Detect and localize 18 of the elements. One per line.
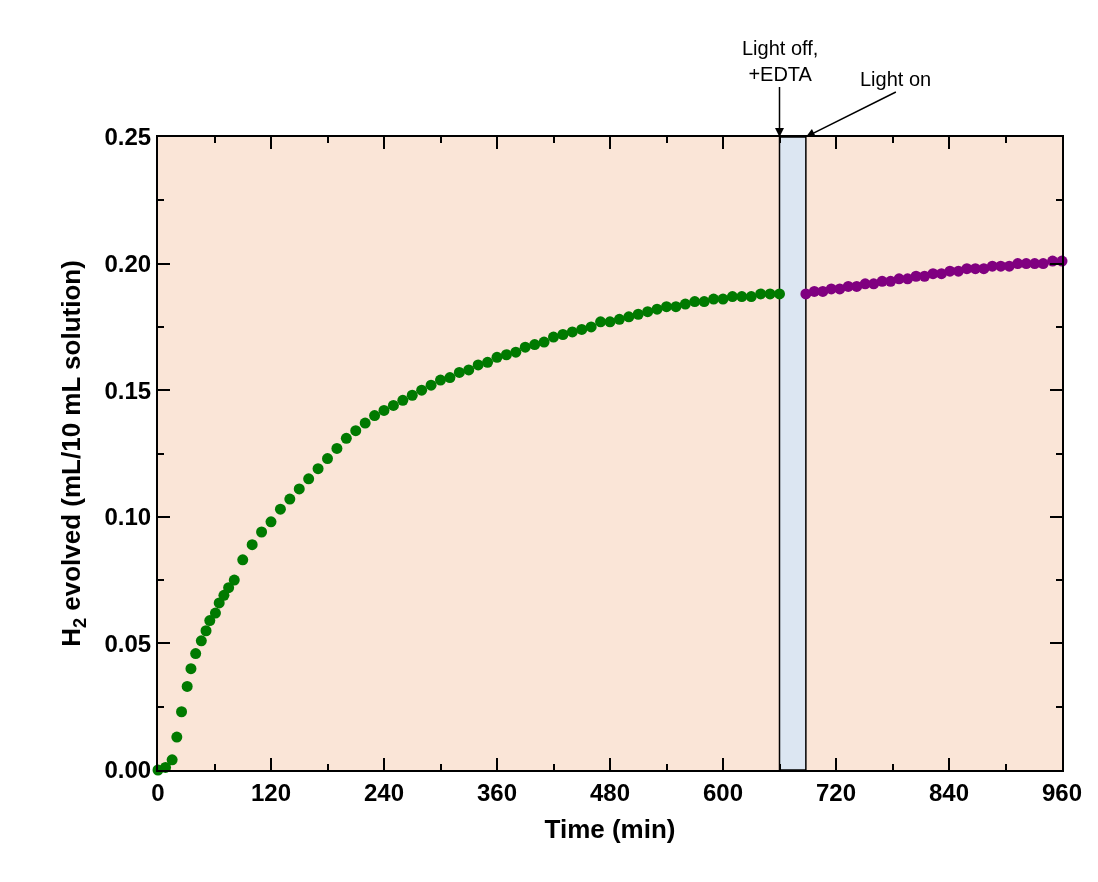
x-axis-title: Time (min) [544, 814, 676, 844]
y-tick-label: 0.25 [104, 123, 152, 151]
x-tick-label: 720 [815, 778, 857, 806]
x-tick-label: 240 [363, 778, 405, 806]
x-tick-label: 600 [702, 778, 744, 806]
y-tick-label: 0.05 [104, 629, 152, 657]
y-tick-label: 0.20 [104, 250, 152, 277]
x-tick-label: 120 [250, 778, 292, 806]
x-tick-label: 480 [589, 778, 631, 806]
annotation: Light off, +EDTA [742, 37, 819, 85]
x-tick-label: 360 [476, 778, 518, 806]
x-tick-label: 840 [928, 778, 970, 806]
y-tick-label: 0.00 [104, 756, 152, 784]
x-tick-label: 0 [151, 778, 165, 806]
y-tick-label: 0.15 [104, 376, 152, 404]
annotation: Light on [860, 68, 932, 90]
y-tick-label: 0.10 [104, 503, 152, 531]
x-tick-label: 960 [1041, 778, 1083, 806]
